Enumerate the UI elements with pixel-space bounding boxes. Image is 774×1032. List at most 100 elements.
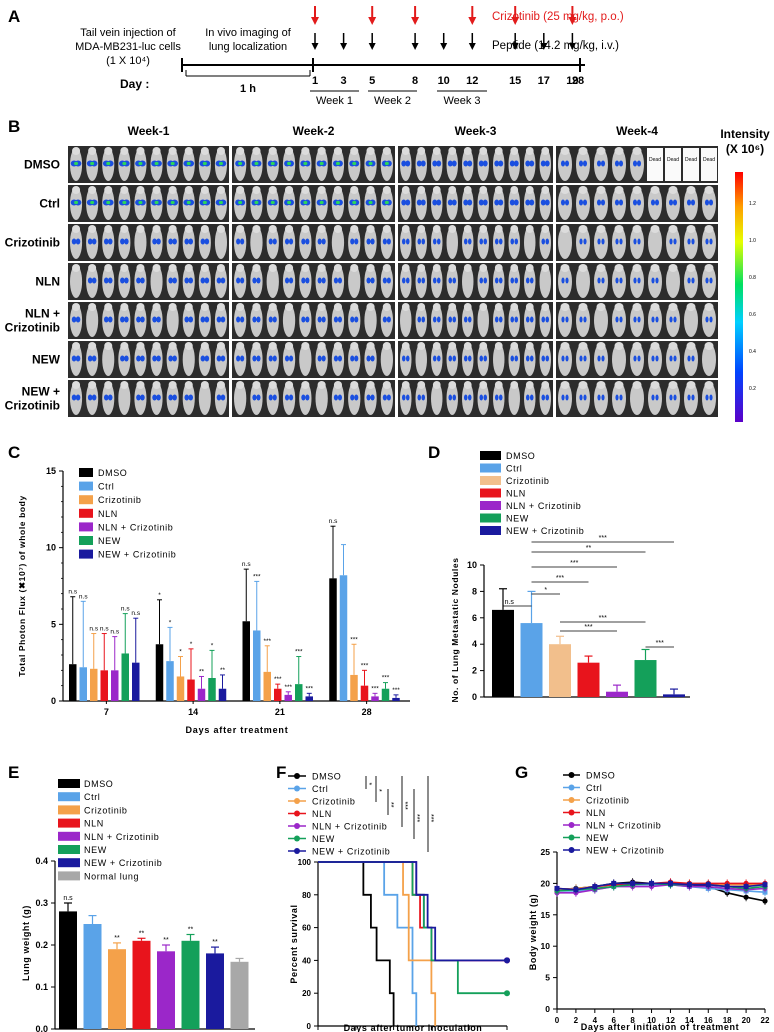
mouse <box>315 304 328 337</box>
week-label: Week 3 <box>443 95 480 107</box>
signal-spot <box>582 160 588 167</box>
signal-spot <box>514 277 519 284</box>
mouse-head <box>184 342 193 350</box>
signal-spot <box>597 355 601 362</box>
signal-spot-hot <box>384 200 389 205</box>
mouse-head <box>200 147 209 155</box>
peptide-arrowhead <box>511 43 519 50</box>
signal-spot <box>672 199 678 206</box>
signal-spot <box>452 316 457 323</box>
mouse <box>508 304 520 337</box>
mouse-head <box>200 264 209 272</box>
peptide-arrowhead <box>411 43 419 50</box>
mouse-head <box>686 342 696 350</box>
signal-spot <box>366 277 371 284</box>
signal-spot <box>510 316 515 323</box>
signal-spot-hot <box>186 200 191 205</box>
y-tick-label: 80 <box>302 891 311 900</box>
signal-spot <box>483 277 488 284</box>
mouse-head <box>596 186 606 194</box>
mouse-head <box>333 342 343 350</box>
mouse-head <box>704 381 714 389</box>
legend-marker <box>294 773 300 779</box>
legend-label: NLN + Crizotinib <box>312 822 387 832</box>
bar <box>577 662 600 697</box>
signal-spot <box>252 277 257 284</box>
chart-e: 0.0 0.1 0.2 0.3 0.4 n.s ** ** ** ** ** Lung weight … <box>21 779 255 1032</box>
signal-spot <box>71 394 77 401</box>
signal-spot <box>120 238 125 245</box>
mouse-head <box>268 381 277 389</box>
y-tick-label: 10 <box>541 941 551 951</box>
signal-spot <box>529 355 534 362</box>
signal-spot <box>601 277 605 284</box>
signal-spot <box>354 394 359 401</box>
mouse-head <box>350 225 359 233</box>
mouse-head <box>510 303 519 311</box>
legend-label: NLN + Crizotinib <box>506 501 581 511</box>
legend-marker <box>294 810 300 817</box>
legend-swatch <box>79 468 93 477</box>
signal-spot <box>268 355 273 362</box>
mouse <box>415 265 427 298</box>
signal-spot-hot <box>319 161 324 166</box>
y-axis-label: Total Photon Flux (✖10⁷) of whole body <box>17 495 27 677</box>
signal-spot <box>120 355 125 362</box>
mouse-head <box>541 147 550 155</box>
mouse-head <box>614 225 624 233</box>
hour-label: 1 h <box>240 83 256 95</box>
mouse-head <box>560 186 570 194</box>
mouse <box>612 343 626 376</box>
group-label: Crizotinib <box>5 399 60 413</box>
signal-spot <box>467 394 472 401</box>
signal-spot <box>447 160 453 167</box>
mouse-head <box>382 303 391 311</box>
signal-spot <box>421 238 426 245</box>
signal-spot <box>509 160 515 167</box>
mouse-head <box>236 342 245 350</box>
mouse <box>380 226 393 259</box>
group-label: Crizotinib <box>5 321 60 335</box>
signal-spot <box>498 316 503 323</box>
signal-spot <box>370 355 375 362</box>
mouse-head <box>632 342 642 350</box>
signal-spot <box>601 355 605 362</box>
mouse <box>415 226 427 259</box>
signal-spot <box>152 355 157 362</box>
mouse <box>477 343 489 376</box>
mouse-head <box>88 264 97 272</box>
bar <box>253 630 261 701</box>
signal-spot-hot <box>352 161 357 166</box>
mouse <box>648 343 662 376</box>
x-tick-label: 28 <box>362 707 372 717</box>
mouse-head <box>560 225 570 233</box>
signal-spot <box>401 238 406 245</box>
signal-spot <box>432 277 437 284</box>
censor-marker <box>504 990 510 997</box>
signal-spot <box>463 355 468 362</box>
mouse-head <box>120 303 129 311</box>
mouse-head <box>168 264 177 272</box>
bar <box>381 688 390 701</box>
x-tick-label: 12 <box>666 1016 675 1025</box>
signal-spot <box>655 355 659 362</box>
mouse <box>299 265 312 298</box>
signal-spot <box>124 277 129 284</box>
signal-spot <box>561 355 565 362</box>
signal-spot <box>596 160 602 167</box>
mouse-head <box>284 342 294 350</box>
mouse <box>234 265 247 298</box>
legend-label: NEW + Crizotinib <box>98 550 176 560</box>
mouse-head <box>200 225 209 233</box>
mouse-head <box>216 303 225 311</box>
mouse-head <box>463 225 472 233</box>
mouse-head <box>317 186 326 194</box>
mouse <box>282 382 296 415</box>
significance-label: n.s <box>79 593 88 600</box>
signal-spot-hot <box>287 161 292 166</box>
signal-spot <box>436 238 441 245</box>
survival-curve <box>318 861 507 962</box>
legend-label: DMSO <box>98 468 127 478</box>
bar <box>197 688 206 701</box>
mouse-head <box>184 186 193 194</box>
